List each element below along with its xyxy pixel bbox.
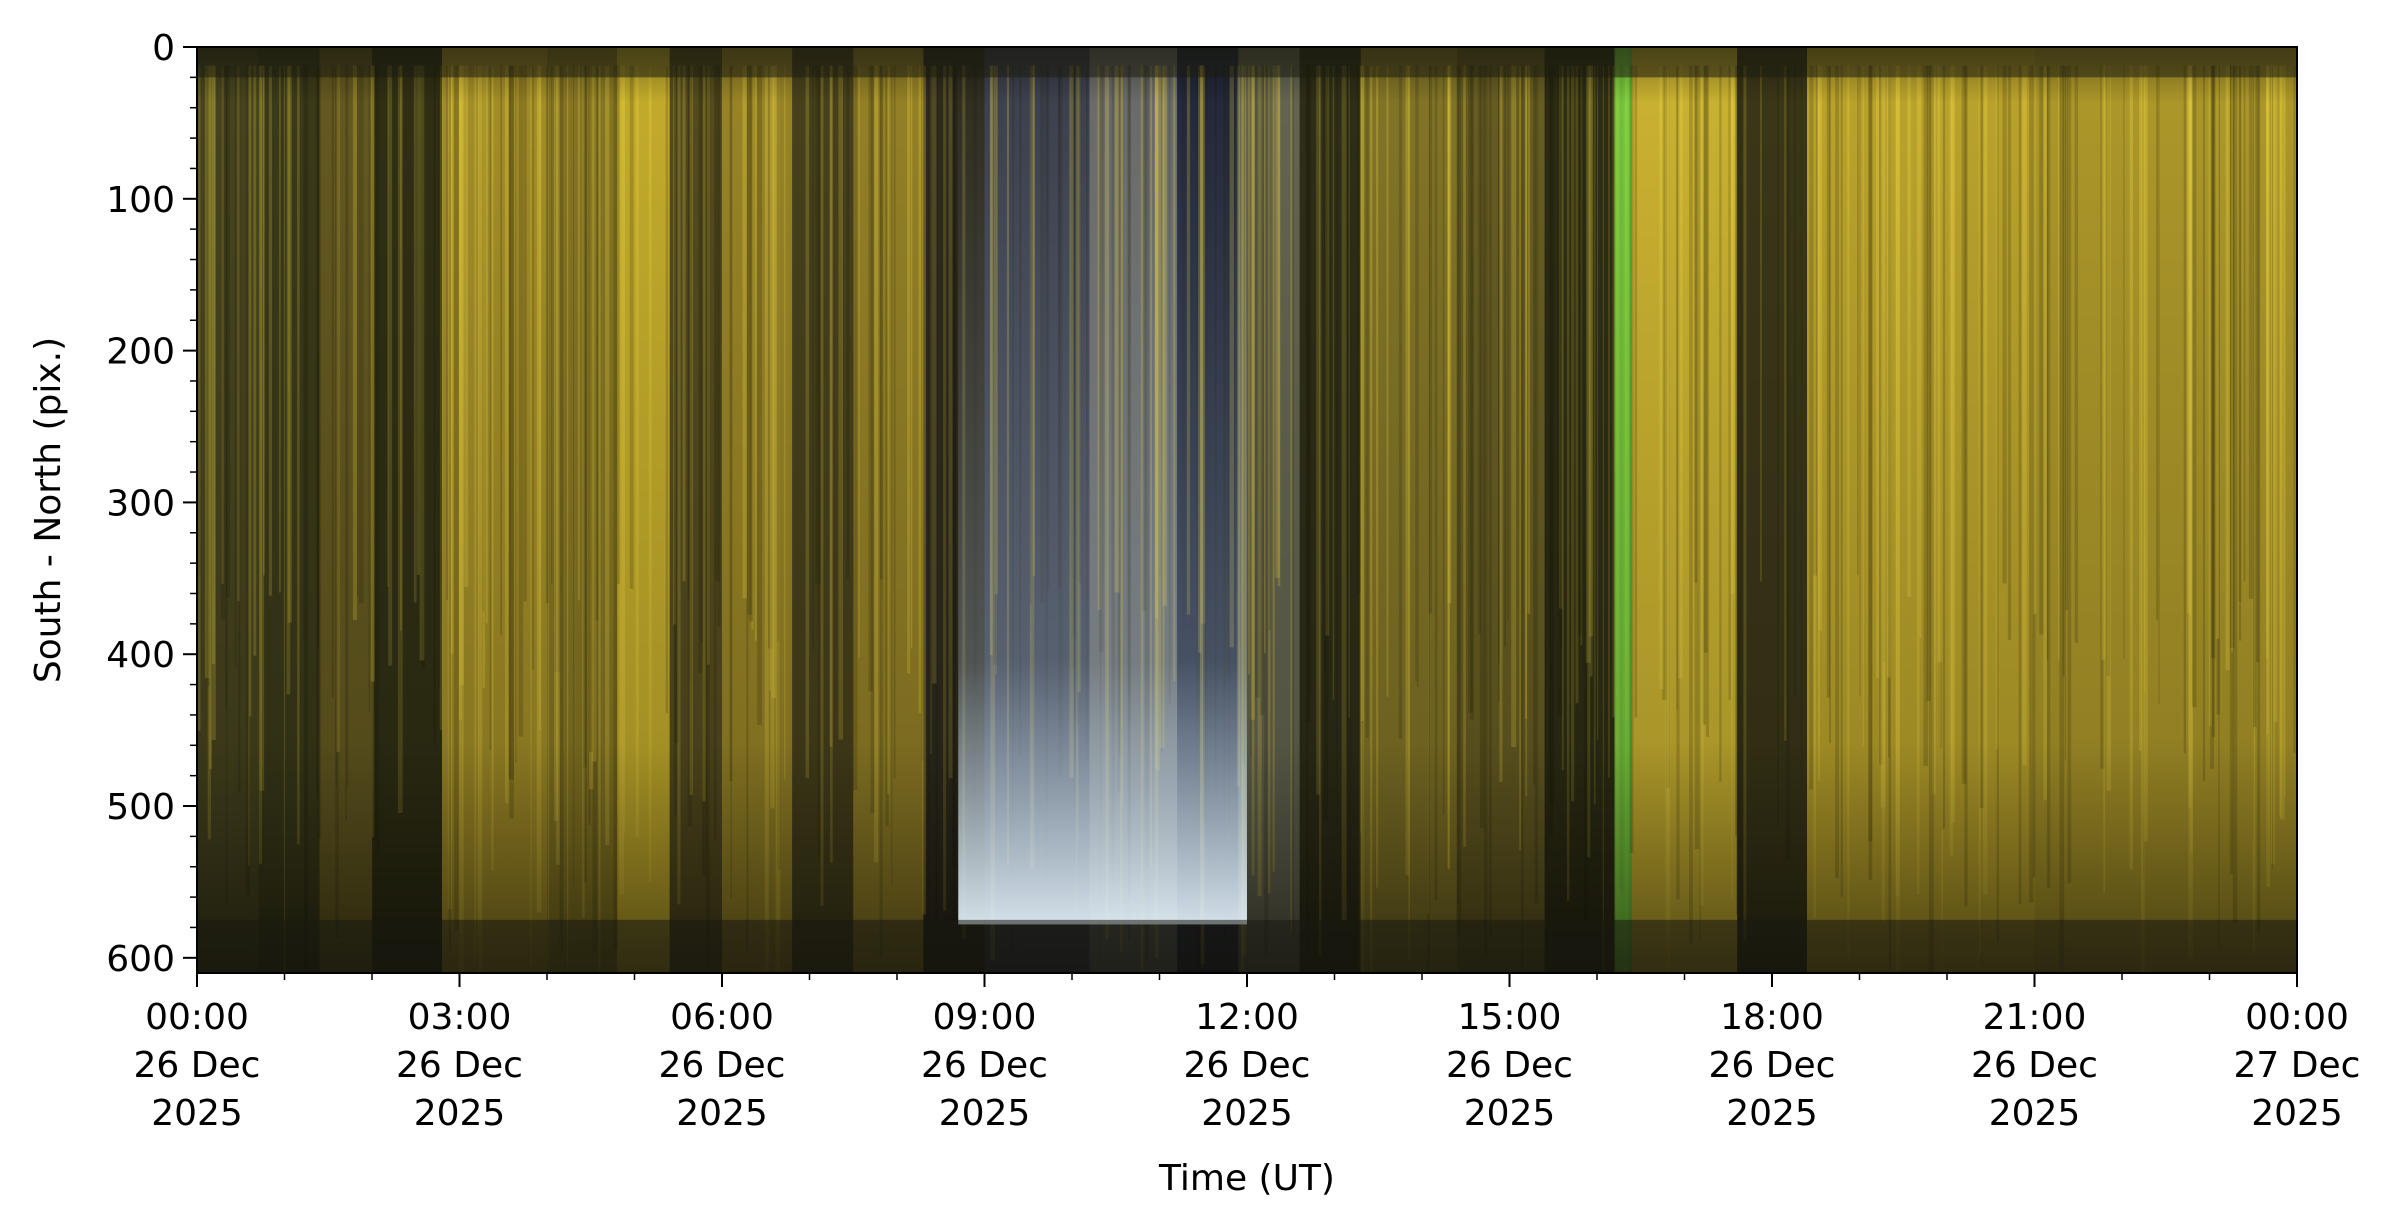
bottom-horizon-strip: [197, 919, 2297, 973]
x-tick-label-line: 2025: [1989, 1093, 2081, 1134]
x-tick-label-line: 2025: [2251, 1093, 2343, 1134]
x-tick-label-1: 03:00 26 Dec 2025: [396, 997, 523, 1134]
x-tick-label-6: 18:00 26 Dec 2025: [1709, 997, 1836, 1134]
x-tick-label-7: 21:00 26 Dec 2025: [1971, 997, 2098, 1134]
x-tick-label-line: 26 Dec: [1971, 1045, 2098, 1086]
x-tick-label-line: 15:00: [1458, 997, 1562, 1038]
x-tick-label-line: 2025: [414, 1093, 506, 1134]
x-tick-label-line: 03:00: [408, 997, 512, 1038]
y-tick-label-2: 200: [106, 332, 175, 373]
x-tick-label-line: 2025: [676, 1093, 768, 1134]
plot-area: [197, 47, 2297, 973]
x-tick-label-line: 2025: [1464, 1093, 1556, 1134]
x-tick-label-line: 12:00: [1195, 997, 1299, 1038]
x-tick-label-line: 21:00: [1983, 997, 2087, 1038]
y-tick-label-5: 500: [106, 787, 175, 828]
x-tick-label-line: 00:00: [2245, 997, 2349, 1038]
x-tick-label-line: 26 Dec: [1709, 1045, 1836, 1086]
aurora-glow: [958, 47, 1247, 925]
x-tick-label-line: 09:00: [933, 997, 1037, 1038]
x-tick-label-8: 00:00 27 Dec 2025: [2234, 997, 2361, 1134]
x-tick-label-line: 00:00: [145, 997, 249, 1038]
x-tick-label-line: 2025: [1201, 1093, 1293, 1134]
y-tick-label-4: 400: [106, 635, 175, 676]
y-tick-label-1: 100: [106, 180, 175, 221]
x-tick-label-line: 26 Dec: [1446, 1045, 1573, 1086]
x-axis-label: Time (UT): [1158, 1158, 1335, 1199]
x-tick-label-2: 06:00 26 Dec 2025: [659, 997, 786, 1134]
x-tick-label-line: 26 Dec: [134, 1045, 261, 1086]
x-tick-label-line: 06:00: [670, 997, 774, 1038]
y-axis-label: South - North (pix.): [28, 337, 69, 683]
x-tick-label-line: 26 Dec: [659, 1045, 786, 1086]
x-tick-label-line: 2025: [1726, 1093, 1818, 1134]
x-axis: 00:00 26 Dec 2025 03:00 26 Dec 2025 06:00 26 De…: [134, 973, 2361, 1134]
x-tick-label-4: 12:00 26 Dec 2025: [1184, 997, 1311, 1134]
x-tick-label-line: 26 Dec: [396, 1045, 523, 1086]
x-tick-label-line: 2025: [151, 1093, 243, 1134]
y-tick-label-6: 600: [106, 939, 175, 980]
y-axis: 0 100 200 300 400 500 600: [106, 28, 197, 980]
x-tick-label-line: 26 Dec: [921, 1045, 1048, 1086]
top-horizon-strip: [197, 47, 2297, 78]
y-tick-label-0: 0: [152, 28, 175, 69]
x-tick-label-line: 18:00: [1720, 997, 1824, 1038]
x-tick-label-line: 2025: [939, 1093, 1031, 1134]
x-tick-label-3: 09:00 26 Dec 2025: [921, 997, 1048, 1134]
x-tick-label-line: 27 Dec: [2234, 1045, 2361, 1086]
x-tick-label-0: 00:00 26 Dec 2025: [134, 997, 261, 1134]
y-tick-label-3: 300: [106, 483, 175, 524]
x-tick-label-5: 15:00 26 Dec 2025: [1446, 997, 1573, 1134]
x-tick-label-line: 26 Dec: [1184, 1045, 1311, 1086]
